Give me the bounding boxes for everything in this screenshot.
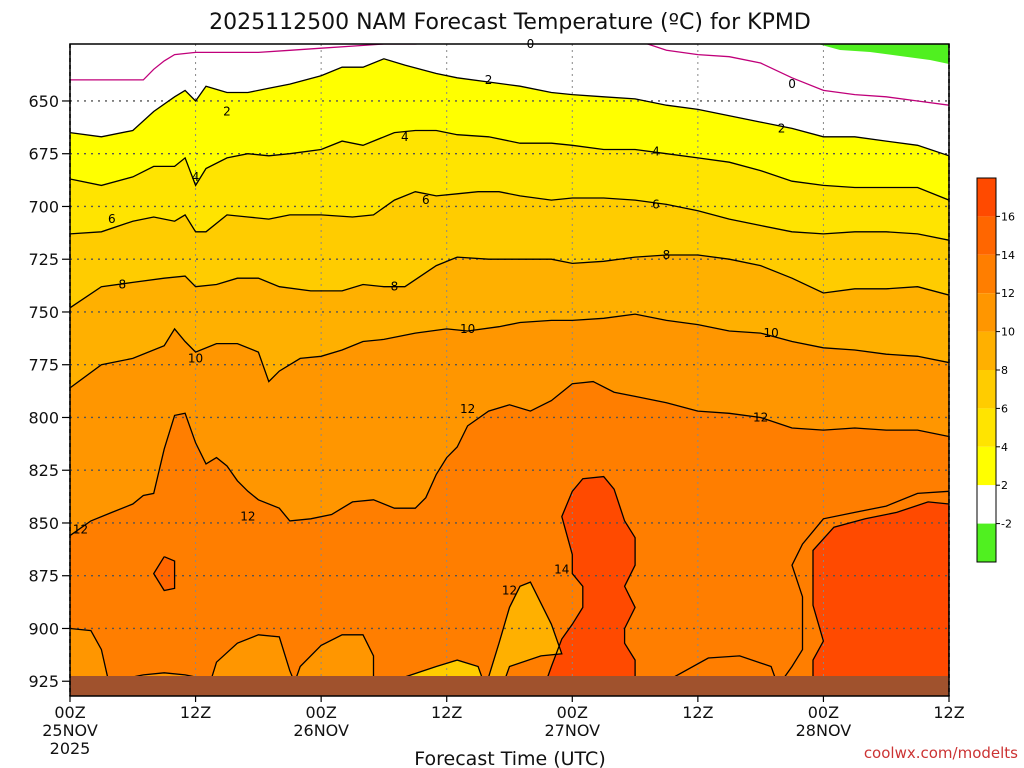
isotherm-label-2: 2 [485,73,493,87]
isotherm-lines [70,44,949,696]
x-tick-label: 00Z [305,703,336,722]
colorbar-label: 14 [1001,249,1015,262]
isotherm-10-5 [70,313,949,389]
x-tick-label: 12Z [431,703,462,722]
y-tick-label-750: 750 [28,303,59,322]
colorbar-label: -2 [1001,518,1012,531]
colorbar: 16 14 12 10 8 6 4 2 -2 [976,177,1015,563]
grid-lines [70,44,949,696]
y-tick-label-775: 775 [28,356,59,375]
isotherm-label-4: 4 [652,145,660,159]
isotherm-14-9 [540,475,636,696]
y-tick-label-800: 800 [28,408,59,427]
y-axis-ticks: 650 675 700 725 750 775 800 825 850 875 900 925 [28,92,70,691]
isotherm-12-6 [70,380,949,537]
isotherm-label-6: 6 [652,197,660,211]
y-tick-label-725: 725 [28,250,59,269]
colorbar-label: 12 [1001,287,1015,300]
isotherm-2-1 [70,58,949,157]
isotherm-label-10: 10 [188,351,203,365]
y-tick-label-925: 925 [28,672,59,691]
colorbar-label: 10 [1001,326,1015,339]
colorbar-swatch [977,446,996,486]
y-tick-label-825: 825 [28,461,59,480]
isotherm-label-12: 12 [73,522,88,536]
warm-core-center [540,476,636,696]
isotherm-label-12: 12 [502,583,517,597]
colorbar-swatch [977,178,996,217]
near-surface-cooler-4 [467,582,562,696]
isotherm-label-0: 0 [788,77,796,91]
y-tick-label-900: 900 [28,619,59,638]
isotherm-label-8: 8 [391,280,399,294]
band-below-zero [818,44,949,64]
warm-core-east [812,501,949,696]
x-tick-label: 00Z [54,703,85,722]
isotherm-label-2: 2 [223,105,231,119]
isotherm-label-8: 8 [663,248,671,262]
isotherm-12-14 [205,634,301,696]
isotherm-12-11 [770,490,949,696]
x-tick-label: 12Z [180,703,211,722]
isotherm-label-12: 12 [753,410,768,424]
isotherm-label-10: 10 [763,326,778,340]
x-tick-label: 28NOV [796,721,852,740]
colorbar-swatch [977,523,996,562]
isotherm-label-10: 10 [460,322,475,336]
x-tick-label: 2025 [50,739,91,758]
colorbar-swatch [977,293,996,332]
colorbar-swatch [977,370,996,409]
credit-text: coolwx.com/modelts [864,744,1018,762]
colorbar-swatch [977,331,996,370]
isotherm-labels: 0022244466688810101012121212121410 [73,37,796,690]
isotherm-label-4: 4 [192,170,200,184]
colorbar-swatch [977,408,996,447]
isotherm-label-12: 12 [240,510,255,524]
isotherm-0-0 [70,44,949,106]
terrain-band [70,676,949,696]
x-tick-label: 12Z [933,703,964,722]
y-tick-label-875: 875 [28,567,59,586]
x-tick-label: 25NOV [42,721,98,740]
isotherm-label-14: 14 [554,562,569,576]
filled-bands [70,44,949,696]
band-12-14 [70,381,949,696]
isotherm-12-15 [289,634,375,696]
isotherm-14-10 [812,501,949,696]
y-tick-label-700: 700 [28,197,59,216]
y-tick-label-650: 650 [28,92,59,111]
isotherm-8-4 [70,254,949,309]
isotherm-12-7 [152,556,176,592]
isotherm-12-13 [70,627,113,696]
x-axis-label: Forecast Time (UTC) [414,748,605,768]
x-tick-label: 00Z [557,703,588,722]
isotherm-label-2: 2 [778,121,786,135]
isotherm-6-3 [70,191,949,241]
band-14-16 [153,556,175,591]
chart-title: 2025112500 NAM Forecast Temperature (ºC)… [209,10,811,35]
colorbar-swatch [977,485,996,524]
colorbar-label: 8 [1001,364,1008,377]
colorbar-label: 6 [1001,402,1008,415]
colorbar-swatch [977,254,996,294]
colorbar-label: 2 [1001,479,1008,492]
colorbar-swatch [977,216,996,255]
colorbar-label: 4 [1001,441,1008,454]
isotherm-label-8: 8 [119,278,127,292]
isotherm-label-6: 6 [108,212,116,226]
x-tick-label: 12Z [682,703,713,722]
y-tick-label-675: 675 [28,145,59,164]
isotherm-label-12: 12 [460,402,475,416]
isotherm-12-8 [467,581,563,696]
x-tick-label: 00Z [808,703,839,722]
isotherm-label-4: 4 [401,130,409,144]
isotherm-4-2 [70,129,949,201]
isotherm-label-6: 6 [422,193,430,207]
x-tick-label: 26NOV [293,721,349,740]
y-tick-label-850: 850 [28,514,59,533]
colorbar-label: 16 [1001,210,1015,223]
x-tick-label: 27NOV [544,721,600,740]
